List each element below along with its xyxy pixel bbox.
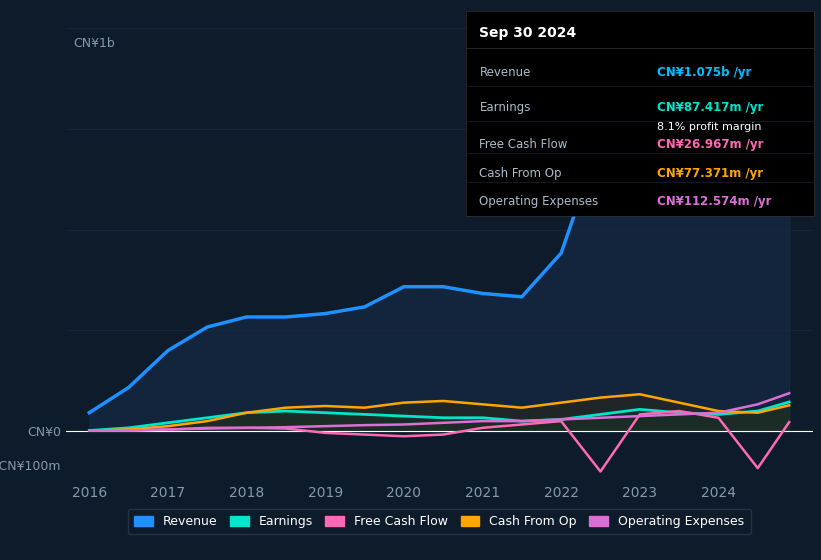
Text: Revenue: Revenue: [479, 67, 531, 80]
Text: CN¥1b: CN¥1b: [73, 37, 115, 50]
Legend: Revenue, Earnings, Free Cash Flow, Cash From Op, Operating Expenses: Revenue, Earnings, Free Cash Flow, Cash …: [128, 509, 750, 534]
Text: CN¥1.075b /yr: CN¥1.075b /yr: [658, 67, 752, 80]
Text: Cash From Op: Cash From Op: [479, 166, 562, 180]
Text: CN¥26.967m /yr: CN¥26.967m /yr: [658, 138, 764, 151]
Text: CN¥77.371m /yr: CN¥77.371m /yr: [658, 166, 764, 180]
Text: Operating Expenses: Operating Expenses: [479, 195, 599, 208]
Text: Sep 30 2024: Sep 30 2024: [479, 26, 576, 40]
Text: CN¥87.417m /yr: CN¥87.417m /yr: [658, 101, 764, 114]
Text: CN¥112.574m /yr: CN¥112.574m /yr: [658, 195, 772, 208]
Text: Earnings: Earnings: [479, 101, 531, 114]
Text: 8.1% profit margin: 8.1% profit margin: [658, 122, 762, 132]
Text: Free Cash Flow: Free Cash Flow: [479, 138, 568, 151]
